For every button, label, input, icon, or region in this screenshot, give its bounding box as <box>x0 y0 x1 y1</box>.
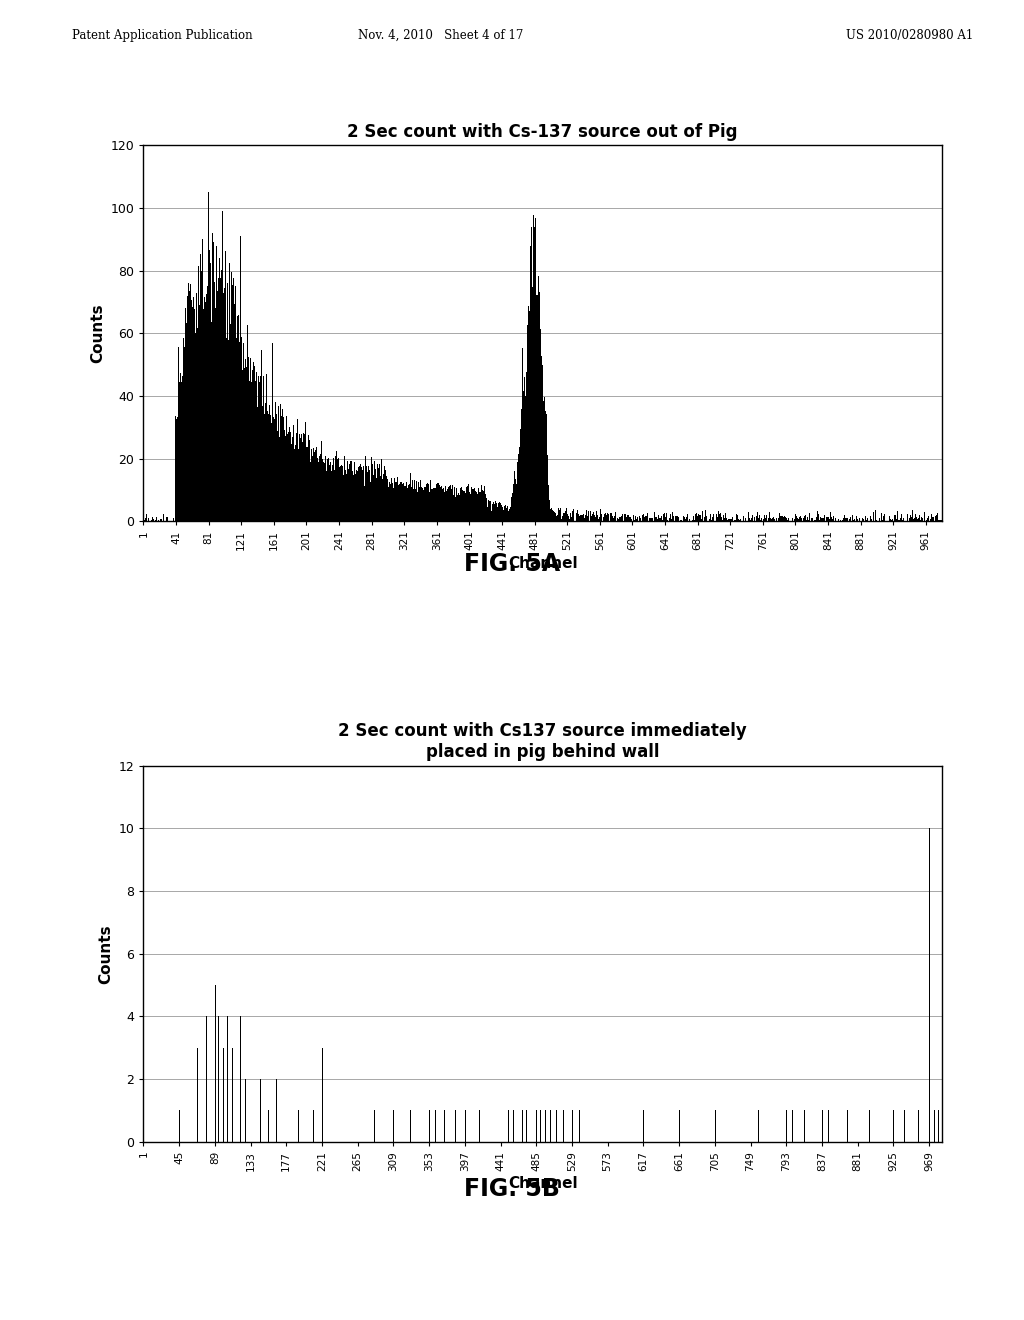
Text: Nov. 4, 2010   Sheet 4 of 17: Nov. 4, 2010 Sheet 4 of 17 <box>357 29 523 42</box>
Text: Patent Application Publication: Patent Application Publication <box>72 29 252 42</box>
Text: FIG. 5A: FIG. 5A <box>464 552 560 576</box>
Title: 2 Sec count with Cs137 source immediately
placed in pig behind wall: 2 Sec count with Cs137 source immediatel… <box>338 722 748 762</box>
Title: 2 Sec count with Cs-137 source out of Pig: 2 Sec count with Cs-137 source out of Pi… <box>347 123 738 141</box>
Y-axis label: Counts: Counts <box>98 924 113 983</box>
Y-axis label: Counts: Counts <box>90 304 104 363</box>
X-axis label: Channel: Channel <box>508 556 578 570</box>
X-axis label: Channel: Channel <box>508 1176 578 1191</box>
Text: US 2010/0280980 A1: US 2010/0280980 A1 <box>846 29 973 42</box>
Text: FIG. 5B: FIG. 5B <box>464 1177 560 1201</box>
